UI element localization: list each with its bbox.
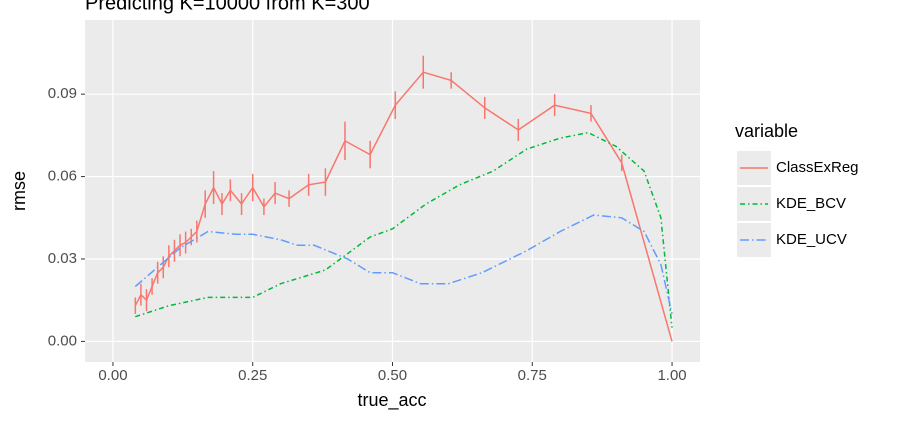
legend-title: variable (735, 121, 798, 141)
y-axis-label: rmse (9, 171, 29, 211)
x-tick-label: 0.25 (238, 367, 267, 384)
x-tick-label: 1.00 (657, 367, 686, 384)
x-tick-label: 0.00 (98, 367, 127, 384)
y-tick-label: 0.09 (48, 85, 77, 102)
series-line (134, 214, 673, 315)
y-tick-label: 0.06 (48, 168, 77, 185)
y-tick-label: 0.00 (48, 332, 77, 349)
legend-label: KDE_BCV (776, 195, 846, 212)
legend-label: ClassExReg (776, 159, 859, 176)
x-axis-label: true_acc (357, 390, 426, 411)
series-line (135, 131, 673, 328)
x-tick-label: 0.75 (518, 367, 547, 384)
legend-label: KDE_UCV (776, 231, 847, 248)
y-tick-label: 0.03 (48, 250, 77, 267)
series-line (134, 71, 673, 342)
x-tick-label: 0.50 (378, 367, 407, 384)
chart-title: Predicting K=10000 from K=300 (85, 0, 370, 14)
